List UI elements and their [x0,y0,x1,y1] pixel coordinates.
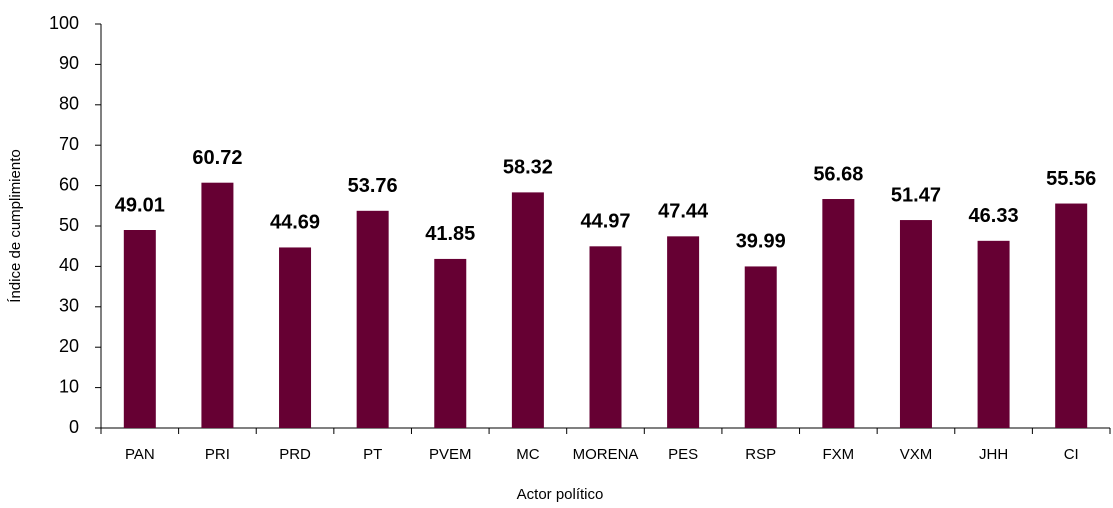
value-label: 53.76 [348,175,398,197]
bar [201,182,234,428]
x-axis-title: Actor político [517,486,604,503]
value-label: 47.44 [658,201,709,223]
bar [667,236,700,428]
y-tick-label: 10 [59,376,79,396]
x-tick-label: PT [363,446,382,463]
bar [279,247,312,428]
value-label: 51.47 [891,184,941,206]
value-label: 55.56 [1046,168,1096,190]
y-tick-label: 60 [59,174,79,194]
bar [589,246,622,428]
bar [434,258,467,428]
value-label: 39.99 [736,231,786,253]
x-tick-label: PAN [125,446,155,463]
x-tick-label: MORENA [573,446,639,463]
x-tick-label: PES [668,446,698,463]
value-label: 60.72 [192,147,242,169]
bar [744,266,777,428]
x-tick-label: FXM [823,446,855,463]
value-label: 46.33 [969,205,1019,227]
value-label: 44.69 [270,212,320,234]
bar [822,199,855,428]
x-tick-label: VXM [900,446,933,463]
y-tick-label: 90 [59,53,79,73]
y-tick-label: 70 [59,134,79,154]
value-label: 58.32 [503,157,553,179]
y-tick-label: 40 [59,255,79,275]
bar [1055,203,1088,428]
x-tick-label: PVEM [429,446,472,463]
y-tick-label: 80 [59,94,79,114]
bar [123,229,156,428]
value-label: 56.68 [813,163,863,185]
bar [899,220,932,428]
x-tick-label: PRI [205,446,230,463]
y-tick-label: 0 [69,417,79,437]
y-tick-label: 50 [59,215,79,235]
value-label: 44.97 [580,211,630,233]
x-tick-label: MC [516,446,539,463]
bar [356,210,389,428]
x-tick-label: PRD [279,446,311,463]
bar [511,192,544,428]
x-tick-label: RSP [745,446,776,463]
x-tick-label: JHH [979,446,1008,463]
y-tick-label: 30 [59,296,79,316]
y-tick-label: 100 [49,13,79,33]
bar [977,240,1010,428]
value-label: 41.85 [425,223,475,245]
y-axis-title: Índice de cumplimiento [7,149,24,302]
y-tick-label: 20 [59,336,79,356]
value-label: 49.01 [115,194,165,216]
x-tick-label: CI [1064,446,1079,463]
